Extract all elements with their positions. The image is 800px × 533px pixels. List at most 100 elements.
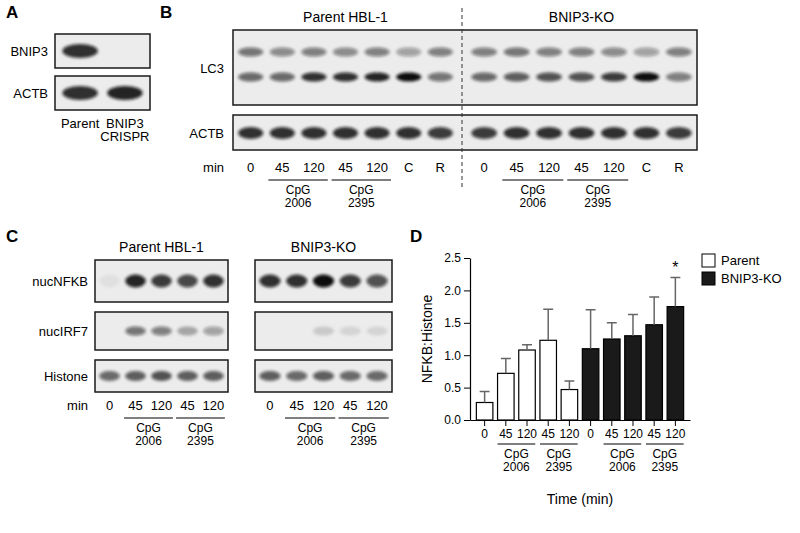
figure: ABNIP3ACTBParentBNIP3CRISPRBParent HBL-1… bbox=[0, 0, 800, 533]
band bbox=[504, 127, 530, 139]
divider bbox=[462, 8, 463, 190]
row-label: nucIRF7 bbox=[39, 324, 88, 339]
band bbox=[634, 73, 660, 82]
bar bbox=[625, 336, 642, 420]
x-axis: 0451204512004512045120 bbox=[471, 420, 691, 441]
group-label-line: 2395 bbox=[348, 196, 375, 210]
band bbox=[177, 275, 198, 288]
lane-label: BNIP3CRISPR bbox=[100, 116, 149, 144]
band bbox=[471, 48, 497, 57]
group-label-line: 2006 bbox=[519, 196, 546, 210]
band bbox=[366, 275, 387, 288]
lane-label: 120 bbox=[313, 398, 335, 413]
x-tick-label: 120 bbox=[517, 427, 537, 441]
band bbox=[536, 73, 562, 82]
band bbox=[634, 48, 660, 57]
bar bbox=[476, 403, 493, 420]
band bbox=[634, 127, 660, 139]
lane-label: C bbox=[404, 160, 413, 175]
y-tick: 2.5 bbox=[444, 251, 470, 265]
lane-label: 120 bbox=[151, 398, 173, 413]
lane-label: R bbox=[436, 160, 445, 175]
error-bar bbox=[649, 297, 659, 325]
band bbox=[177, 327, 198, 336]
bar bbox=[582, 349, 599, 420]
x-tick: 120 bbox=[559, 420, 579, 441]
blot-box bbox=[233, 115, 697, 150]
y-tick-label: 2.5 bbox=[444, 251, 461, 265]
band bbox=[313, 371, 334, 381]
bar-chart: D0.00.51.01.52.02.5045120451200451204512… bbox=[410, 227, 782, 507]
group-label-line: CpG bbox=[349, 183, 374, 197]
group-label-line: CpG bbox=[520, 183, 545, 197]
y-tick-mark bbox=[464, 420, 470, 421]
group-line bbox=[268, 179, 327, 180]
row-label: LC3 bbox=[200, 61, 224, 76]
lane-label: 45 bbox=[128, 398, 142, 413]
lane-label: 45 bbox=[509, 160, 523, 175]
band bbox=[569, 73, 595, 82]
x-tick-label: 45 bbox=[648, 427, 662, 441]
panel-letter: B bbox=[160, 3, 172, 22]
group-line bbox=[332, 179, 391, 180]
bar bbox=[604, 339, 621, 420]
band bbox=[301, 73, 326, 82]
band bbox=[666, 48, 692, 57]
x-tick-label: 120 bbox=[665, 427, 685, 441]
error-bar bbox=[628, 314, 638, 335]
x-tick-mark bbox=[505, 420, 506, 426]
band bbox=[286, 371, 307, 381]
x-tick-mark bbox=[590, 420, 591, 426]
band bbox=[107, 44, 142, 58]
band bbox=[125, 371, 146, 381]
band bbox=[99, 371, 120, 381]
band bbox=[151, 327, 172, 336]
y-tick-mark bbox=[464, 388, 470, 389]
band bbox=[270, 73, 295, 82]
x-tick-mark bbox=[527, 420, 528, 426]
lane-label: 0 bbox=[247, 160, 254, 175]
band bbox=[301, 127, 326, 139]
group-line bbox=[338, 417, 388, 418]
group-title: BNIP3-KO bbox=[549, 9, 614, 25]
band bbox=[365, 73, 390, 82]
lane-label: R bbox=[674, 160, 683, 175]
group-label-line: 2006 bbox=[503, 460, 530, 474]
band bbox=[333, 127, 358, 139]
group-label-line: CpG bbox=[286, 183, 311, 197]
group-label: CpG2006 bbox=[285, 183, 312, 210]
x-tick-mark bbox=[569, 420, 570, 426]
x-tick-label: 45 bbox=[499, 427, 513, 441]
x-tick-label: 0 bbox=[587, 427, 594, 441]
blot-box bbox=[55, 34, 150, 68]
band bbox=[601, 127, 627, 139]
band bbox=[666, 127, 692, 139]
x-tick-mark bbox=[675, 420, 676, 426]
group-title: Parent HBL-1 bbox=[119, 239, 204, 255]
group-label-line: 2395 bbox=[187, 434, 214, 448]
plot-area bbox=[476, 277, 683, 420]
group-label-line: 2006 bbox=[297, 434, 324, 448]
row-label: ACTB bbox=[13, 86, 48, 101]
band bbox=[666, 73, 692, 82]
x-tick-mark bbox=[484, 420, 485, 426]
lane-label: 0 bbox=[266, 398, 273, 413]
lane-axis-label: min bbox=[203, 160, 224, 175]
bar bbox=[540, 340, 557, 420]
group-label-line: CpG bbox=[188, 421, 213, 435]
band bbox=[62, 86, 97, 100]
legend-label: Parent bbox=[721, 253, 760, 268]
band bbox=[301, 48, 326, 57]
band bbox=[471, 73, 497, 82]
band bbox=[428, 73, 453, 82]
group-line bbox=[176, 417, 225, 418]
x-tick-mark bbox=[654, 420, 655, 426]
band bbox=[203, 327, 224, 336]
blot-panel: CParent HBL-1BNIP3-KOnucNFKBnucIRF7Histo… bbox=[6, 227, 392, 448]
row-label: nucNFKB bbox=[32, 274, 88, 289]
error-bar bbox=[670, 277, 680, 306]
legend-swatch bbox=[702, 254, 715, 267]
x-tick: 45 bbox=[605, 420, 619, 441]
band bbox=[340, 327, 361, 336]
group-label: CpG2395 bbox=[651, 447, 678, 474]
